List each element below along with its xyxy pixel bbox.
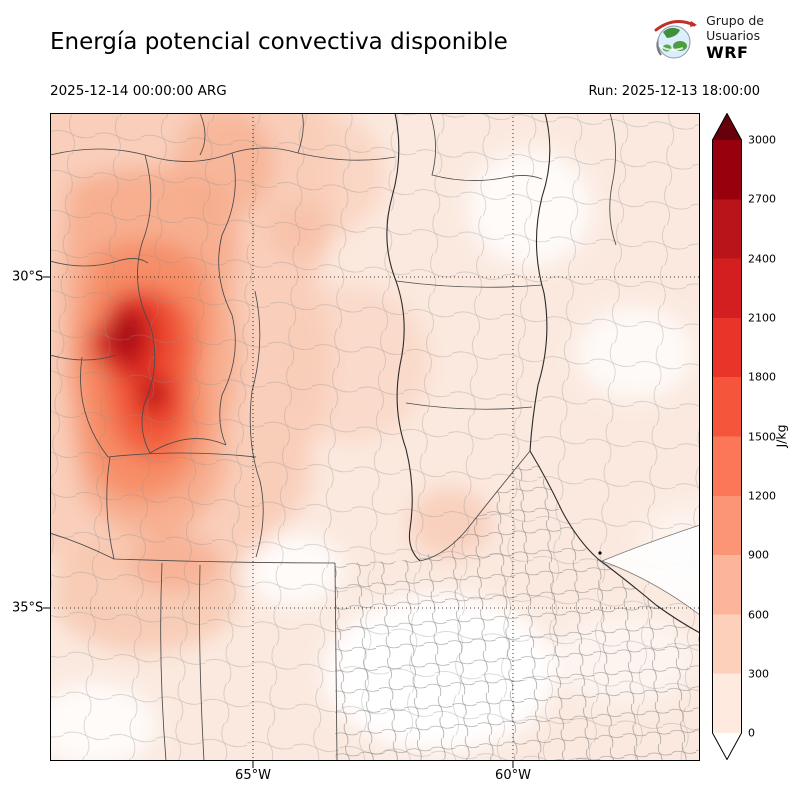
colorbar-units-label: J/kg xyxy=(773,424,789,448)
colorbar-tick-label: 1200 xyxy=(748,489,776,503)
river-lines xyxy=(386,113,700,634)
axis-ticks xyxy=(43,276,514,768)
colorbar-tick-label: 3000 xyxy=(748,133,776,147)
department-boundaries xyxy=(50,113,700,761)
logo-line-2: Usuarios xyxy=(706,28,761,43)
logo-text: Grupo de Usuarios WRF xyxy=(706,13,764,62)
lon-label-65w: 65°W xyxy=(235,768,271,783)
colorbar-outline xyxy=(712,112,742,761)
globe-icon xyxy=(654,19,698,58)
colorbar-tick-label: 1500 xyxy=(748,430,776,444)
colorbar-tick-label: 2100 xyxy=(748,311,776,325)
lon-label-60w: 60°W xyxy=(495,768,531,783)
page-title: Energía potencial convectiva disponible xyxy=(50,29,508,55)
colorbar-tick-label: 1800 xyxy=(748,370,776,384)
run-time-label: Run: 2025-12-13 18:00:00 xyxy=(588,84,760,99)
colorbar-tick-label: 900 xyxy=(748,548,769,562)
wrf-logo: Grupo de Usuarios WRF xyxy=(653,13,764,62)
logo-line-1: Grupo de xyxy=(706,13,764,28)
estuary-shape xyxy=(601,524,700,616)
province-boundaries xyxy=(50,113,617,761)
colorbar-tick-labels: 3000 2700 2400 2100 1800 1500 1200 900 6… xyxy=(748,113,792,760)
colorbar-tick-label: 2400 xyxy=(748,252,776,266)
colorbar-arrow-down xyxy=(712,733,742,760)
map-canvas xyxy=(43,113,700,768)
lat-label-35s: 35°S xyxy=(12,600,44,616)
colorbar xyxy=(712,112,742,761)
colorbar-tick-label: 2700 xyxy=(748,192,776,206)
city-marker xyxy=(598,551,602,555)
valid-time-label: 2025-12-14 00:00:00 ARG xyxy=(50,83,227,99)
graticule-lines xyxy=(50,113,700,761)
map-frame xyxy=(50,113,700,761)
lat-label-30s: 30°S xyxy=(12,269,44,285)
map-image xyxy=(43,113,700,768)
colorbar-tick-label: 0 xyxy=(748,726,755,740)
colorbar-tick-label: 300 xyxy=(748,667,769,681)
colorbar-tick-label: 600 xyxy=(748,608,769,622)
colorbar-segments xyxy=(712,140,742,733)
logo-line-3: WRF xyxy=(706,43,749,62)
colorbar-arrow-up xyxy=(712,113,742,140)
